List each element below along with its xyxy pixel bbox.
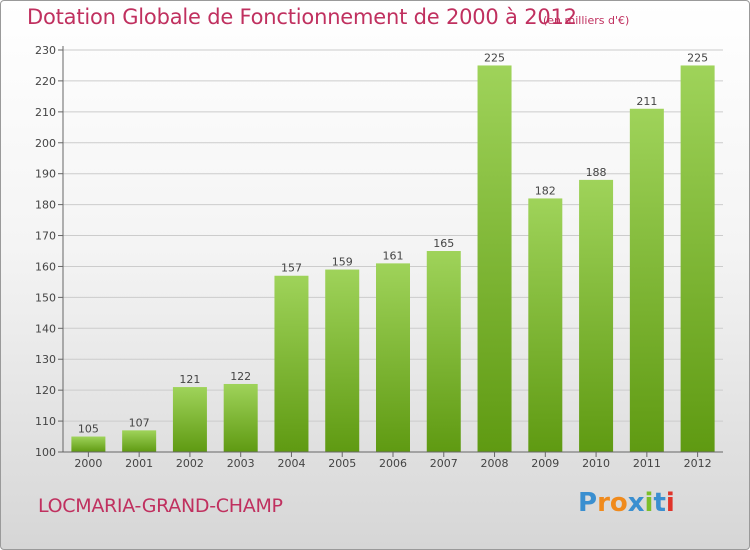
- logo-letter: x: [627, 488, 645, 518]
- x-tick-label: 2005: [328, 457, 356, 470]
- logo-letter: r: [597, 488, 610, 518]
- bar: [477, 65, 512, 452]
- bar: [274, 275, 309, 452]
- axes: 100 110 120 130 140 150 160 170 180 190 200 210 220 2…: [35, 44, 723, 470]
- x-tick-label: 2000: [74, 457, 102, 470]
- x-tick-label: 2002: [176, 457, 204, 470]
- y-tick-label: 100: [35, 446, 56, 459]
- x-tick-label: 2009: [531, 457, 559, 470]
- data-label: 161: [383, 249, 404, 262]
- proxiti-logo[interactable]: Proxiti: [578, 488, 675, 518]
- data-label: 105: [78, 423, 99, 436]
- x-tick-label: 2011: [633, 457, 661, 470]
- data-label: 188: [586, 166, 607, 179]
- y-tick-label: 220: [35, 75, 56, 88]
- y-tick-label: 200: [35, 137, 56, 150]
- bar: [426, 251, 461, 452]
- logo-letter: o: [609, 488, 628, 518]
- x-tick-label: 2006: [379, 457, 407, 470]
- bar: [680, 65, 715, 452]
- logo-letter: t: [653, 488, 666, 518]
- y-tick-label: 160: [35, 260, 56, 273]
- y-tick-label: 130: [35, 353, 56, 366]
- data-label: 225: [687, 51, 708, 64]
- bar: [325, 269, 360, 452]
- y-tick-label: 180: [35, 199, 56, 212]
- data-label: 211: [636, 95, 657, 108]
- x-tick-label: 2003: [227, 457, 255, 470]
- data-label: 159: [332, 256, 353, 269]
- data-label: 157: [281, 262, 302, 275]
- x-tick-label: 2008: [481, 457, 509, 470]
- chart-title: Dotation Globale de Fonctionnement de 20…: [27, 5, 577, 29]
- y-tick-label: 230: [35, 44, 56, 57]
- data-label: 225: [484, 51, 505, 64]
- y-tick-label: 110: [35, 415, 56, 428]
- commune-name: LOCMARIA-GRAND-CHAMP: [38, 495, 283, 517]
- y-tick-label: 120: [35, 384, 56, 397]
- bar: [579, 179, 614, 452]
- bar: [172, 387, 207, 452]
- logo-letter: i: [665, 488, 675, 518]
- y-tick-label: 170: [35, 230, 56, 243]
- bar: [629, 108, 664, 452]
- bar: [528, 198, 563, 452]
- y-tick-label: 210: [35, 106, 56, 119]
- data-label: 122: [230, 370, 251, 383]
- y-tick-label: 190: [35, 168, 56, 181]
- data-label: 107: [129, 416, 150, 429]
- x-tick-label: 2007: [430, 457, 458, 470]
- bars: 105 107 121 122 157 159 161 165 225 182 188 211 225: [71, 51, 715, 452]
- x-tick-label: 2010: [582, 457, 610, 470]
- bar: [122, 430, 157, 452]
- data-label: 121: [179, 373, 200, 386]
- y-tick-label: 140: [35, 322, 56, 335]
- chart-subtitle: (en milliers d'€): [543, 14, 630, 27]
- logo-letter: i: [644, 488, 654, 518]
- bar: [376, 263, 410, 452]
- y-tick-label: 150: [35, 291, 56, 304]
- bar: [71, 436, 106, 452]
- bar: [223, 383, 258, 452]
- logo-letter: P: [578, 488, 598, 518]
- data-label: 182: [535, 184, 556, 197]
- x-tick-label: 2004: [277, 457, 305, 470]
- data-label: 165: [433, 237, 454, 250]
- x-tick-label: 2012: [684, 457, 712, 470]
- x-tick-label: 2001: [125, 457, 153, 470]
